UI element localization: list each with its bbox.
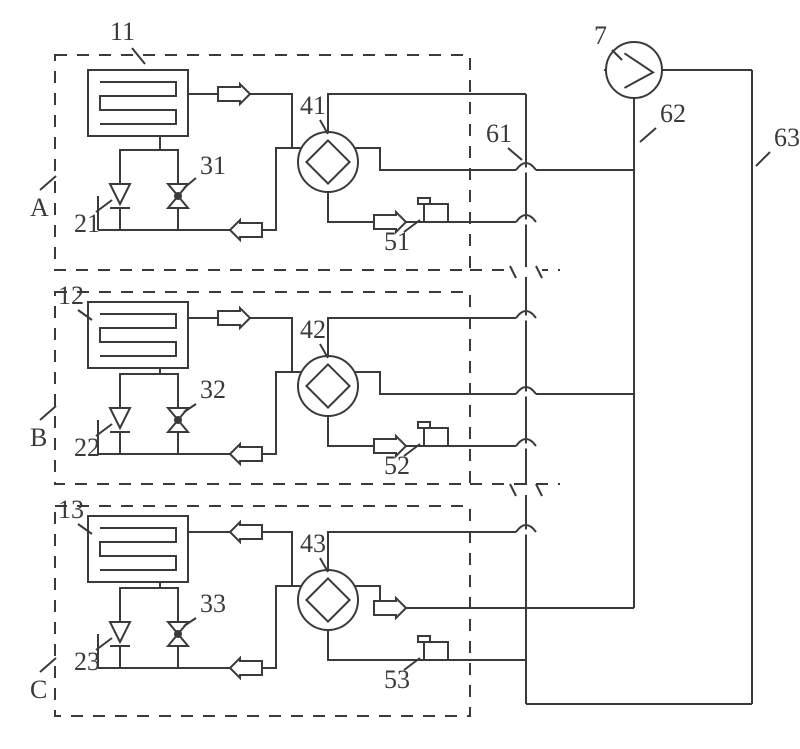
label-controller-C: 53 <box>384 665 410 694</box>
pipe <box>328 318 526 356</box>
label-evap-A: 11 <box>110 17 135 46</box>
module-label-A: A <box>30 193 49 222</box>
label-check-B: 22 <box>74 433 100 462</box>
label-throttle-C: 33 <box>200 589 226 618</box>
pipe <box>120 582 160 621</box>
label-line61: 61 <box>486 119 512 148</box>
schematic-diagram: 7616263A1121314151B1222324252C1323334353 <box>0 0 800 749</box>
label-evap-C: 13 <box>58 495 84 524</box>
pipe <box>160 150 178 183</box>
label-line63: 63 <box>774 123 800 152</box>
label-check-C: 23 <box>74 647 100 676</box>
module-label-B: B <box>30 423 47 452</box>
label-check-A: 21 <box>74 209 100 238</box>
pipe <box>160 374 178 407</box>
pipe <box>354 148 634 170</box>
pipe <box>160 588 178 621</box>
label-fourway-A: 41 <box>300 91 326 120</box>
label-compressor: 7 <box>594 21 607 50</box>
label-throttle-B: 32 <box>200 375 226 404</box>
module-label-C: C <box>30 675 47 704</box>
pipe <box>328 630 424 660</box>
label-evap-B: 12 <box>58 281 84 310</box>
pipe <box>120 136 160 183</box>
label-fourway-C: 43 <box>300 529 326 558</box>
pipe <box>120 368 160 407</box>
pipe <box>354 372 634 394</box>
pipe <box>328 532 526 570</box>
label-throttle-A: 31 <box>200 151 226 180</box>
label-fourway-B: 42 <box>300 315 326 344</box>
label-line62: 62 <box>660 99 686 128</box>
